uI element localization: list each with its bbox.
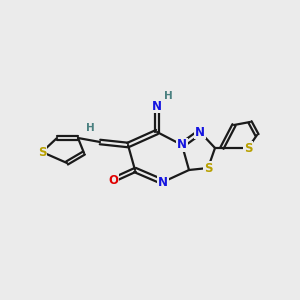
Text: H: H xyxy=(164,91,172,101)
Text: O: O xyxy=(108,173,118,187)
Text: H: H xyxy=(85,123,94,133)
Text: N: N xyxy=(177,139,187,152)
Text: S: S xyxy=(204,161,212,175)
Text: N: N xyxy=(152,100,162,112)
Text: S: S xyxy=(244,142,252,154)
Text: N: N xyxy=(158,176,168,188)
Text: S: S xyxy=(38,146,46,158)
Text: N: N xyxy=(195,125,205,139)
